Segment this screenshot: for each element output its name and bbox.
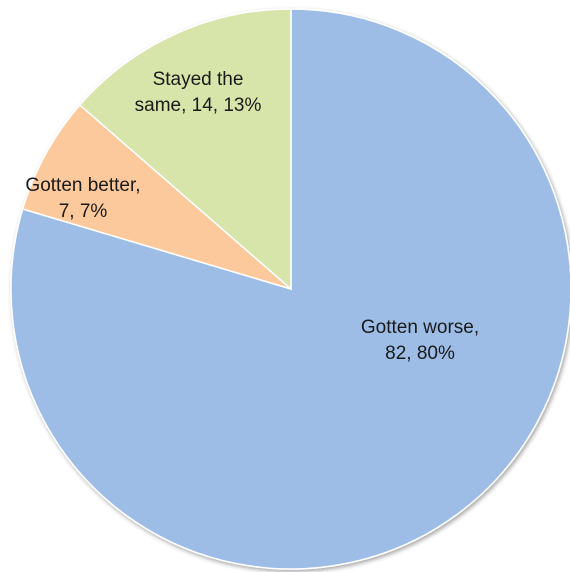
slice-label-gotten-better: Gotten better, 7, 7% <box>25 175 140 222</box>
slice-label-line: Stayed the <box>153 69 244 90</box>
slice-label-line: Gotten worse, <box>361 317 479 338</box>
slice-label-line: 82, 80% <box>385 343 455 364</box>
slice-label-gotten-worse: Gotten worse, 82, 80% <box>361 317 479 364</box>
slice-label-stayed-the-same: Stayed the same, 14, 13% <box>135 69 262 116</box>
slice-label-line: 7, 7% <box>59 201 108 222</box>
slice-label-line: Gotten better, <box>25 175 140 196</box>
pie-slice-gotten-better <box>21 103 292 290</box>
slice-label-line: same, 14, 13% <box>135 95 262 116</box>
pie-slice-stayed-the-same <box>78 8 292 291</box>
